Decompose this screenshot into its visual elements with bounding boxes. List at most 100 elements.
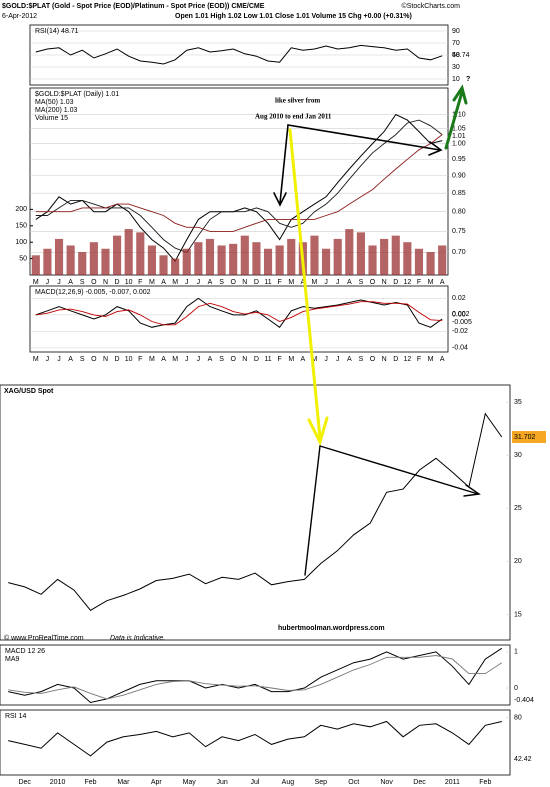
x-tick-label: O bbox=[230, 279, 236, 286]
volume-bar bbox=[356, 232, 365, 275]
volume-bar bbox=[136, 232, 145, 275]
y-tick-label: 0.75 bbox=[452, 228, 466, 235]
x-tick-label: A bbox=[161, 356, 166, 363]
arrow bbox=[287, 124, 441, 151]
volume-bar bbox=[322, 248, 331, 275]
x-tick-label: Nov bbox=[380, 779, 393, 786]
volume-bar bbox=[171, 258, 180, 275]
x-tick-label: Dec bbox=[413, 779, 426, 786]
last-value-box bbox=[512, 431, 546, 443]
arrow bbox=[279, 124, 289, 204]
y-tick-label: 0.00 bbox=[452, 312, 466, 319]
x-tick-label: F bbox=[277, 356, 281, 363]
x-tick-label: J bbox=[336, 356, 340, 363]
annotation-arrows bbox=[273, 84, 481, 576]
x-tick-label: 2011 bbox=[445, 779, 460, 786]
annotation: Aug 2010 to end Jan 2011 bbox=[255, 113, 332, 121]
y-tick-label: 0.90 bbox=[452, 173, 466, 180]
volume-bar bbox=[124, 229, 133, 275]
last-value: -0.404 bbox=[514, 697, 534, 704]
series-line bbox=[35, 301, 443, 326]
last-value: 0.002 bbox=[452, 311, 470, 318]
x-tick-label: O bbox=[91, 356, 97, 363]
volume-bar bbox=[438, 245, 447, 275]
volume-bar bbox=[113, 235, 122, 275]
x-tick-label: D bbox=[254, 356, 259, 363]
legend-entry: MA9 bbox=[5, 656, 20, 663]
volume-bar bbox=[263, 248, 273, 275]
series-line bbox=[35, 119, 443, 253]
x-tick-label: A bbox=[161, 279, 166, 286]
x-tick-label: S bbox=[80, 279, 85, 286]
panel-frame bbox=[29, 87, 449, 276]
x-tick-label: Jun bbox=[216, 779, 227, 786]
watermark: hubertmoolman.wordpress.com bbox=[278, 625, 385, 632]
chart-title: XAG/USD Spot bbox=[4, 388, 54, 395]
x-tick-label: D bbox=[115, 356, 120, 363]
volume-bar bbox=[78, 252, 87, 275]
disclaimer: Data is Indicative. bbox=[110, 635, 165, 642]
x-tick-label: A bbox=[68, 356, 73, 363]
last-value: 31.702 bbox=[514, 434, 536, 441]
y-tick-label: -0.02 bbox=[452, 328, 468, 335]
arrow-head bbox=[463, 484, 481, 497]
source: © www.ProRealTime.com bbox=[4, 634, 84, 642]
volume-bar bbox=[391, 235, 400, 275]
arrow-head bbox=[273, 192, 287, 207]
x-tick-label: D bbox=[393, 356, 398, 363]
x-tick-label: Feb bbox=[84, 779, 96, 786]
x-tick-label: Jul bbox=[251, 779, 260, 786]
x-tick-label: A bbox=[440, 356, 445, 363]
x-tick-label: D bbox=[115, 279, 120, 286]
arrow-head bbox=[428, 141, 443, 156]
volume-bar bbox=[240, 235, 249, 275]
y-tick-label: 20 bbox=[514, 558, 522, 565]
volume-bar bbox=[368, 245, 377, 275]
volume-bar bbox=[43, 248, 52, 275]
x-tick-label: A bbox=[68, 279, 73, 286]
x-tick-label: A bbox=[301, 279, 306, 286]
x-tick-label: 11 bbox=[264, 356, 271, 363]
x-tick-label: S bbox=[359, 356, 364, 363]
y-tick-label: 1 bbox=[514, 649, 518, 656]
y-tick-label: 0.02 bbox=[452, 295, 466, 302]
x-tick-label: J bbox=[324, 356, 328, 363]
yellow-arrow bbox=[288, 128, 322, 440]
panel-frame bbox=[0, 384, 511, 641]
x-tick-label: M bbox=[172, 356, 178, 363]
y-tick-label: 1.05 bbox=[452, 126, 466, 133]
x-tick-label: J bbox=[197, 356, 201, 363]
volume-bar bbox=[426, 252, 435, 275]
x-tick-label: A bbox=[347, 356, 352, 363]
x-tick-label: Mar bbox=[117, 779, 130, 786]
x-tick-label: A bbox=[208, 279, 213, 286]
x-tick-label: Feb bbox=[479, 779, 491, 786]
x-tick-label: A bbox=[347, 279, 352, 286]
x-tick-label: S bbox=[219, 279, 224, 286]
panel-frame bbox=[0, 709, 511, 776]
legend-entry: Volume 15 bbox=[35, 115, 68, 122]
x-tick-label: F bbox=[138, 279, 142, 286]
x-tick-label: J bbox=[185, 279, 189, 286]
volume-bar bbox=[275, 245, 284, 275]
panel-frame bbox=[0, 644, 511, 706]
x-tick-label: F bbox=[417, 356, 421, 363]
x-tick-label: N bbox=[242, 356, 247, 363]
y2-tick-label: 100 bbox=[15, 239, 27, 246]
x-tick-label: Dec bbox=[18, 779, 31, 786]
chart-title: $GOLD:$PLAT (Gold - Spot Price (EOD)/Pla… bbox=[2, 3, 265, 10]
y-tick-label: -0.04 bbox=[452, 345, 468, 352]
x-tick-label: O bbox=[230, 356, 236, 363]
source: ©StockCharts.com bbox=[402, 2, 461, 10]
y-tick-label: 0.80 bbox=[452, 209, 466, 216]
x-tick-label: J bbox=[185, 356, 189, 363]
x-tick-label: 12 bbox=[403, 279, 411, 286]
volume-bar bbox=[333, 238, 342, 275]
x-tick-label: J bbox=[336, 279, 340, 286]
arrow bbox=[319, 445, 479, 495]
volume-bar bbox=[101, 248, 110, 275]
y-tick-label: 0.85 bbox=[452, 190, 466, 197]
